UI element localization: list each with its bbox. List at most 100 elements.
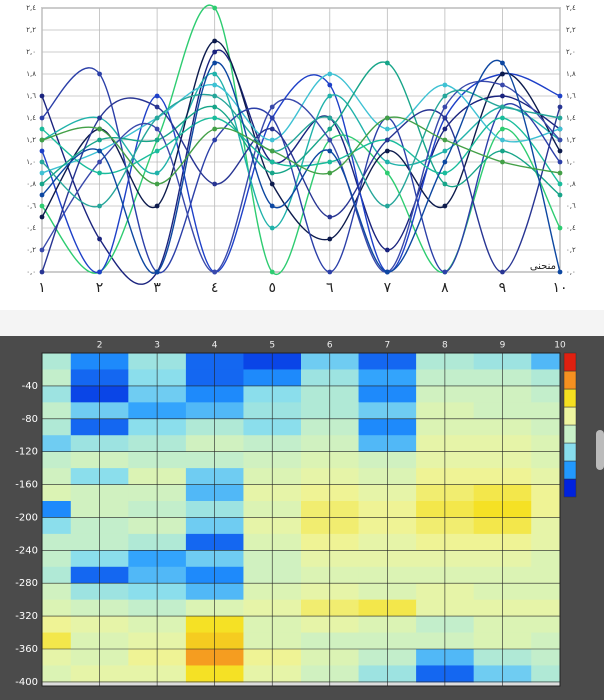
contour-cell — [531, 550, 560, 568]
contour-cell — [42, 468, 72, 486]
data-point — [212, 93, 218, 99]
contour-cell — [531, 632, 560, 650]
data-point — [154, 269, 160, 275]
contour-cell — [531, 451, 560, 469]
contour-cell — [531, 517, 560, 535]
contour-cell — [42, 566, 72, 584]
separator — [0, 310, 604, 336]
data-point — [154, 126, 160, 132]
contour-cell — [42, 583, 72, 601]
data-point — [442, 159, 448, 165]
data-point — [269, 170, 275, 176]
y-tick-label-right: ١,٦ — [566, 92, 576, 100]
data-point — [154, 137, 160, 143]
data-point — [500, 60, 505, 66]
data-point — [442, 126, 448, 132]
x-tick-label: ٤ — [211, 280, 219, 296]
data-point — [500, 137, 505, 143]
data-point — [327, 236, 333, 242]
y-tick-label: ٠,٤ — [26, 224, 36, 232]
data-point — [327, 93, 333, 99]
colorbar-step — [563, 370, 577, 390]
y-tick-label: ٠,٠ — [26, 268, 36, 276]
data-point — [39, 170, 45, 176]
contour-cell — [531, 385, 560, 403]
contour-cell — [42, 632, 72, 650]
colorbar-step — [563, 478, 577, 498]
y-tick-label: -120 — [15, 447, 38, 458]
contour-cell — [531, 616, 560, 634]
data-point — [269, 137, 275, 143]
contour-cell — [42, 517, 72, 535]
contour-cell — [42, 484, 72, 502]
data-point — [557, 93, 563, 99]
data-point — [212, 5, 218, 11]
data-point — [269, 148, 275, 154]
contour-frame — [41, 352, 561, 687]
data-point — [557, 115, 563, 121]
data-point — [154, 148, 160, 154]
data-point — [154, 93, 160, 99]
contour-cell — [531, 566, 560, 584]
y-tick-label: -320 — [15, 611, 38, 622]
data-point — [97, 170, 102, 176]
colorbar-step — [563, 406, 577, 426]
y-tick-label-right: ١,٠ — [566, 158, 576, 166]
y-tick-label-right: ٢,٠ — [566, 48, 576, 56]
data-point — [384, 203, 390, 209]
y-tick-label-right: ٠,٤ — [566, 224, 576, 232]
contour-cell — [531, 353, 560, 370]
y-tick-label: ٢,٤ — [26, 4, 36, 12]
y-tick-label-right: ١,٢ — [566, 136, 576, 144]
data-point — [500, 115, 505, 121]
data-point — [557, 225, 563, 231]
contour-cell — [531, 665, 560, 683]
series-line — [41, 80, 561, 273]
x-tick-label: ٧ — [384, 280, 392, 296]
data-point — [384, 126, 390, 132]
data-point — [557, 159, 563, 165]
data-point — [327, 137, 333, 143]
contour-cell — [42, 665, 72, 683]
data-point — [442, 93, 448, 99]
data-point — [269, 104, 275, 110]
data-point — [500, 126, 505, 132]
contour-cell — [531, 418, 560, 436]
data-point — [557, 269, 563, 275]
data-point — [384, 115, 390, 121]
data-point — [212, 49, 218, 55]
y-tick-label: ١,٤ — [26, 114, 36, 122]
data-point — [39, 115, 45, 121]
contour-cell — [531, 484, 560, 502]
charts: ٠,٠ ٠,٠ ٠,٢ ٠,٢ ٠,٤ ٠,٤ ٠,٦ ٠,٦ ٠,٨ ٠,٨ ١,٠ ١,٠ ١,٢ ١… — [15, 4, 577, 688]
data-point — [212, 60, 218, 66]
y-tick-label: -400 — [15, 677, 38, 688]
series-line — [41, 73, 561, 174]
data-point — [39, 148, 45, 154]
data-point — [269, 159, 275, 165]
y-tick-label-right: ١,٤ — [566, 114, 576, 122]
series-line — [41, 40, 561, 241]
data-point — [212, 71, 218, 77]
contour-cell — [42, 649, 72, 666]
data-point — [327, 214, 333, 220]
x-tick-label: ٨ — [441, 280, 449, 296]
series-line — [41, 117, 561, 185]
data-point — [212, 104, 218, 110]
data-point — [442, 269, 448, 275]
y-tick-label-right: ٠,٠ — [566, 268, 576, 276]
data-point — [442, 148, 448, 154]
colorbar-step — [563, 442, 577, 462]
y-tick-label-right: ٠,٦ — [566, 202, 576, 210]
scroll-handle — [596, 430, 604, 470]
data-point — [500, 71, 505, 77]
y-tick-label: -200 — [15, 512, 38, 523]
x-tick-label: ٩ — [499, 280, 507, 296]
contour-cell — [531, 435, 560, 453]
data-point — [384, 170, 390, 176]
data-point — [97, 203, 102, 209]
data-point — [327, 159, 333, 165]
data-point — [384, 60, 390, 66]
y-tick-label: ١,٨ — [26, 70, 36, 78]
